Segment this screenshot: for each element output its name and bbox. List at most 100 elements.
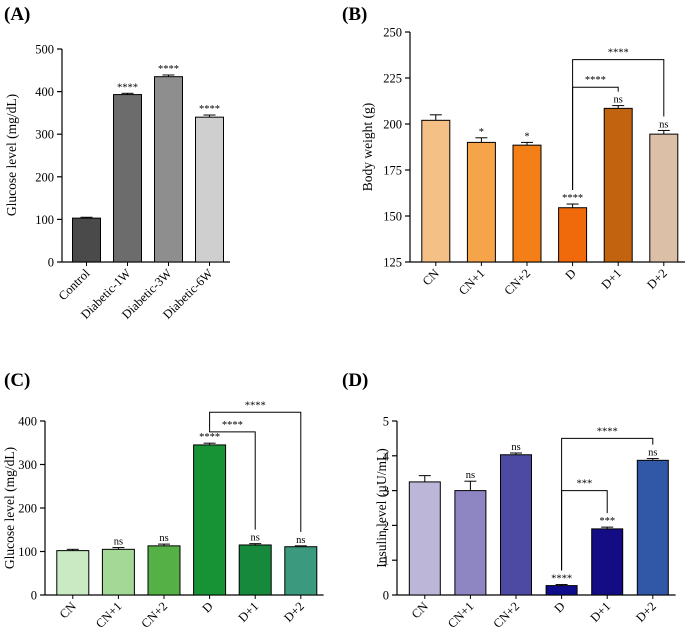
panel-label: (C) bbox=[4, 370, 30, 391]
bar bbox=[591, 528, 624, 596]
y-tick-label: 100 bbox=[18, 545, 37, 559]
bracket-label: **** bbox=[608, 48, 629, 59]
y-tick-label: 400 bbox=[35, 85, 54, 99]
y-tick-label: 200 bbox=[383, 118, 402, 132]
y-tick-label: 150 bbox=[383, 210, 402, 224]
bar bbox=[636, 459, 669, 596]
bracket-label: **** bbox=[597, 426, 618, 437]
bar bbox=[238, 544, 272, 596]
significance-label: ns bbox=[511, 442, 520, 453]
bar bbox=[193, 444, 227, 596]
y-tick-label: 1 bbox=[383, 554, 389, 568]
panel-a: (A) Glucose level (mg/dL) 0 100 200 300 400 500… bbox=[4, 4, 230, 322]
bar bbox=[454, 490, 487, 596]
comparison-bracket bbox=[572, 59, 665, 191]
significance-label: *** bbox=[599, 516, 615, 527]
y-tick-label: 2 bbox=[383, 519, 389, 533]
x-tick-label: D+2 bbox=[633, 599, 659, 625]
y-tick-label: 0 bbox=[31, 589, 37, 603]
bracket-label: **** bbox=[585, 75, 606, 86]
y-tick-label: 175 bbox=[383, 164, 402, 178]
panel-b: (B) Body weight (g) 125 150 175 200 225 250 CN * C… bbox=[342, 4, 685, 298]
y-tick-label: 300 bbox=[35, 128, 54, 142]
x-tick-label: CN+2 bbox=[491, 599, 523, 631]
significance-label: ns bbox=[159, 533, 168, 544]
significance-label: * bbox=[479, 127, 484, 138]
y-tick-label: 500 bbox=[35, 43, 54, 57]
x-tick-label: D+1 bbox=[588, 599, 614, 625]
significance-label: **** bbox=[199, 432, 220, 443]
bar bbox=[195, 116, 224, 263]
x-tick-label: CN+2 bbox=[502, 266, 534, 298]
y-tick-label: 225 bbox=[383, 72, 402, 86]
bracket-label: *** bbox=[577, 479, 593, 490]
y-tick-label: 200 bbox=[18, 502, 37, 516]
x-tick-label: D+1 bbox=[236, 599, 262, 625]
y-axis-title: Glucose level (mg/dL) bbox=[2, 447, 17, 569]
x-tick-label: CN+1 bbox=[93, 599, 125, 631]
y-tick-label: 0 bbox=[383, 589, 389, 603]
y-tick-label: 300 bbox=[18, 458, 37, 472]
x-tick-label: Control bbox=[56, 266, 93, 303]
significance-label: ns bbox=[251, 533, 260, 544]
x-tick-label: CN bbox=[57, 599, 79, 621]
y-tick-label: 0 bbox=[48, 256, 54, 270]
bar bbox=[500, 454, 532, 596]
significance-label: ns bbox=[614, 95, 623, 106]
y-tick-label: 400 bbox=[18, 415, 37, 429]
bar bbox=[649, 133, 679, 263]
significance-label: **** bbox=[551, 574, 572, 585]
significance-label: ns bbox=[466, 470, 475, 481]
significance-label: **** bbox=[117, 82, 138, 93]
x-tick-label: CN+1 bbox=[445, 599, 477, 631]
x-tick-label: CN+1 bbox=[456, 266, 488, 298]
x-tick-label: D bbox=[551, 599, 567, 615]
comparison-bracket bbox=[209, 429, 256, 530]
bracket-label: **** bbox=[245, 400, 266, 411]
significance-label: **** bbox=[199, 104, 220, 115]
bar bbox=[147, 545, 181, 596]
comparison-bracket bbox=[209, 411, 302, 532]
comparison-bracket bbox=[561, 437, 654, 571]
bar bbox=[154, 76, 183, 263]
significance-label: ns bbox=[659, 119, 668, 130]
x-tick-label: CN bbox=[409, 599, 431, 621]
y-tick-label: 4 bbox=[383, 449, 390, 463]
bar bbox=[408, 481, 441, 596]
bar bbox=[466, 141, 496, 263]
significance-label: * bbox=[524, 131, 529, 142]
x-tick-label: D bbox=[199, 599, 215, 615]
bar bbox=[72, 217, 101, 263]
y-tick-label: 200 bbox=[35, 170, 54, 184]
bar bbox=[56, 550, 90, 596]
bar bbox=[113, 94, 142, 263]
y-tick-label: 100 bbox=[35, 213, 54, 227]
panel-label: (B) bbox=[342, 4, 367, 25]
significance-label: ns bbox=[114, 537, 123, 548]
bar bbox=[101, 548, 135, 596]
x-tick-label: D+2 bbox=[281, 599, 307, 625]
y-tick-label: 3 bbox=[383, 484, 389, 498]
significance-label: ns bbox=[296, 535, 305, 546]
significance-label: **** bbox=[158, 64, 179, 75]
panel-c: (C) Glucose level (mg/dL) 0 100 200 300 400 CN n… bbox=[2, 370, 324, 631]
panel-d: (D) Insulin level (µU/mL) 0 1 2 3 4 5 CN ns CN+1 ns… bbox=[342, 370, 676, 631]
y-tick-label: 125 bbox=[383, 256, 402, 270]
significance-label: ns bbox=[648, 448, 657, 459]
y-axis-title: Insulin level (µU/mL) bbox=[374, 448, 389, 568]
x-tick-label: CN bbox=[420, 266, 442, 288]
significance-label: **** bbox=[562, 193, 583, 204]
x-tick-label: D bbox=[562, 266, 578, 282]
y-axis-title: Body weight (g) bbox=[360, 103, 375, 192]
panel-label: (D) bbox=[342, 370, 368, 391]
bar bbox=[284, 546, 318, 596]
x-tick-label: D+1 bbox=[599, 266, 625, 292]
bar bbox=[545, 585, 578, 596]
bracket-label: **** bbox=[222, 420, 243, 431]
y-axis-title: Glucose level (mg/dL) bbox=[4, 94, 19, 216]
panel-label: (A) bbox=[4, 4, 30, 25]
bar bbox=[603, 107, 633, 263]
y-tick-label: 5 bbox=[383, 415, 389, 429]
x-tick-label: D+2 bbox=[644, 266, 670, 292]
